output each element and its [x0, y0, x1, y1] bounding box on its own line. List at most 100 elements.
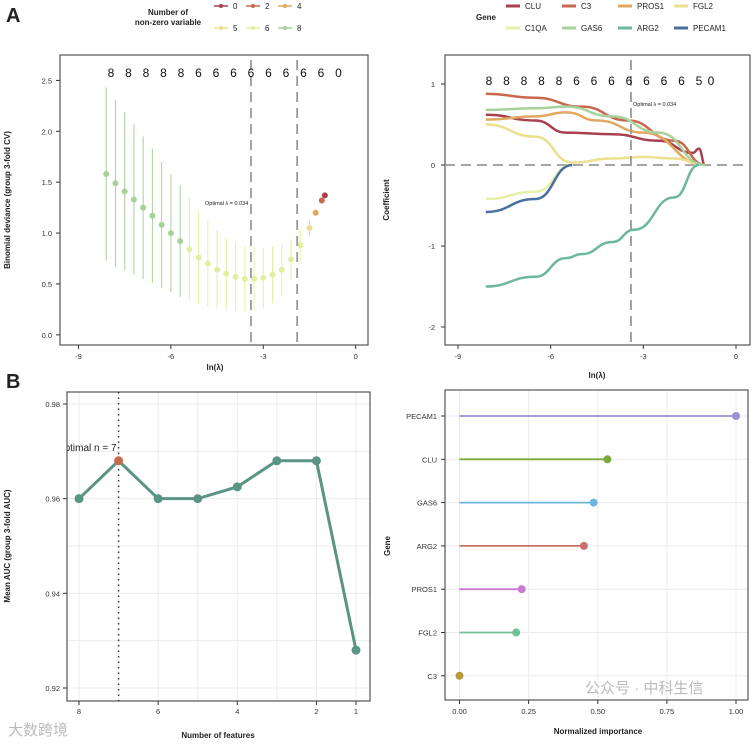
deviance-point	[214, 266, 221, 273]
importance-point	[517, 585, 526, 594]
y-axis-title: Mean AUC (group 3-fold AUC)	[3, 489, 12, 603]
legend-title: Gene	[476, 13, 497, 22]
x-axis-title: Number of features	[181, 731, 255, 740]
plot-frame	[66, 391, 371, 702]
auc-point	[311, 456, 321, 466]
nonzero-count-label: 6	[213, 66, 220, 80]
x-tick-label: -3	[640, 352, 647, 361]
nonzero-count-label: 6	[678, 74, 685, 88]
panel-label-a: A	[6, 5, 20, 27]
x-axis-title: Normalized importance	[554, 727, 643, 736]
nonzero-count-label: 6	[195, 66, 202, 80]
x-tick-label: 8	[77, 707, 81, 716]
nonzero-count-label: 6	[573, 74, 580, 88]
y-tick-label: 0.96	[45, 495, 60, 504]
nonzero-count-label: 8	[143, 66, 150, 80]
y-tick-label: 2.0	[42, 127, 52, 136]
deviance-point	[186, 246, 193, 253]
auc-point	[153, 494, 163, 504]
legend-label: 8	[297, 24, 302, 33]
coef-path-pecam1	[485, 163, 573, 214]
nonzero-count-label: 8	[538, 74, 545, 88]
optimal-lambda-annotation: Optimal λ = 0.034	[633, 102, 676, 108]
importance-point	[455, 671, 464, 680]
x-tick-label: -6	[168, 352, 175, 361]
deviance-point	[297, 242, 304, 249]
y-tick-label: 2.5	[42, 76, 52, 85]
legend-label: PECAM1	[693, 24, 726, 33]
plot-frame	[59, 54, 369, 346]
importance-point	[579, 541, 588, 550]
y-tick-label: 0.5	[42, 280, 52, 289]
deviance-point	[321, 192, 328, 199]
legend-marker	[251, 26, 255, 30]
legend-label: FGL2	[693, 2, 714, 11]
x-tick-label: 6	[156, 707, 160, 716]
panel-label-b: B	[6, 371, 20, 393]
deviance-point	[130, 196, 137, 203]
y-axis-title: Gene	[383, 535, 392, 556]
nonzero-count-label: 6	[283, 66, 290, 80]
legend-label: CLU	[525, 2, 541, 11]
y-tick-label: 1	[431, 80, 435, 89]
deviance-point	[140, 204, 147, 211]
coef-path-fgl2	[485, 123, 706, 167]
importance-point	[589, 498, 598, 507]
deviance-point	[312, 209, 319, 216]
y-tick-label: 0	[431, 161, 435, 170]
auc-point	[232, 482, 242, 492]
x-tick-label: -9	[75, 352, 82, 361]
auc-point	[114, 456, 124, 466]
legend-title: non-zero variable	[135, 18, 202, 27]
y-tick-label: 1.0	[42, 229, 52, 238]
coef-path-clu	[485, 113, 706, 167]
auc-line	[77, 458, 358, 651]
legend-label: PROS1	[637, 2, 665, 11]
nonzero-count-label: 8	[178, 66, 185, 80]
nonzero-count-label: 6	[626, 74, 633, 88]
x-tick-label: -9	[455, 352, 462, 361]
x-tick-label: 4	[235, 707, 239, 716]
y-tick-label: 1.5	[42, 178, 52, 187]
auc-point	[193, 494, 203, 504]
gene-label: CLU	[422, 455, 437, 464]
y-axis-title: Coefficient	[382, 179, 391, 221]
y-tick-label: 0.0	[42, 331, 52, 340]
x-tick-label: 0	[734, 352, 738, 361]
nonzero-count-label: 6	[300, 66, 307, 80]
y-tick-label: 0.94	[45, 589, 60, 598]
nonzero-count-label: 6	[265, 66, 272, 80]
legend-label: ARG2	[637, 24, 659, 33]
coef-path-pros1	[485, 111, 706, 167]
gene-label: PROS1	[412, 585, 437, 594]
importance-point	[512, 628, 521, 637]
gene-label: FGL2	[418, 629, 437, 638]
legend-marker	[219, 4, 223, 8]
auc-point	[272, 456, 282, 466]
deviance-point	[278, 266, 285, 273]
watermark-right: 公众号 · 中科生信	[585, 680, 703, 697]
legend-label: 5	[233, 24, 238, 33]
importance-point	[603, 455, 612, 464]
nonzero-count-label: 6	[230, 66, 237, 80]
legend-label: 0	[233, 2, 238, 11]
deviance-point	[195, 254, 202, 261]
x-tick-label: -6	[547, 352, 554, 361]
auc-point	[74, 494, 84, 504]
plot-frame	[444, 389, 749, 701]
x-tick-label: 0.25	[521, 707, 536, 716]
nonzero-count-label: 0	[335, 66, 342, 80]
nonzero-count-label: 8	[503, 74, 510, 88]
deviance-point	[241, 275, 248, 282]
legend-label: 6	[265, 24, 270, 33]
deviance-point	[251, 275, 258, 282]
nonzero-count-label: 8	[108, 66, 115, 80]
legend-label: C1QA	[525, 24, 547, 33]
x-tick-label: 0	[354, 352, 358, 361]
plot-frame	[444, 54, 751, 346]
deviance-point	[306, 224, 313, 231]
nonzero-count-label: 5	[696, 74, 703, 88]
nonzero-count-label: 6	[318, 66, 325, 80]
legend-label: GAS6	[581, 24, 603, 33]
